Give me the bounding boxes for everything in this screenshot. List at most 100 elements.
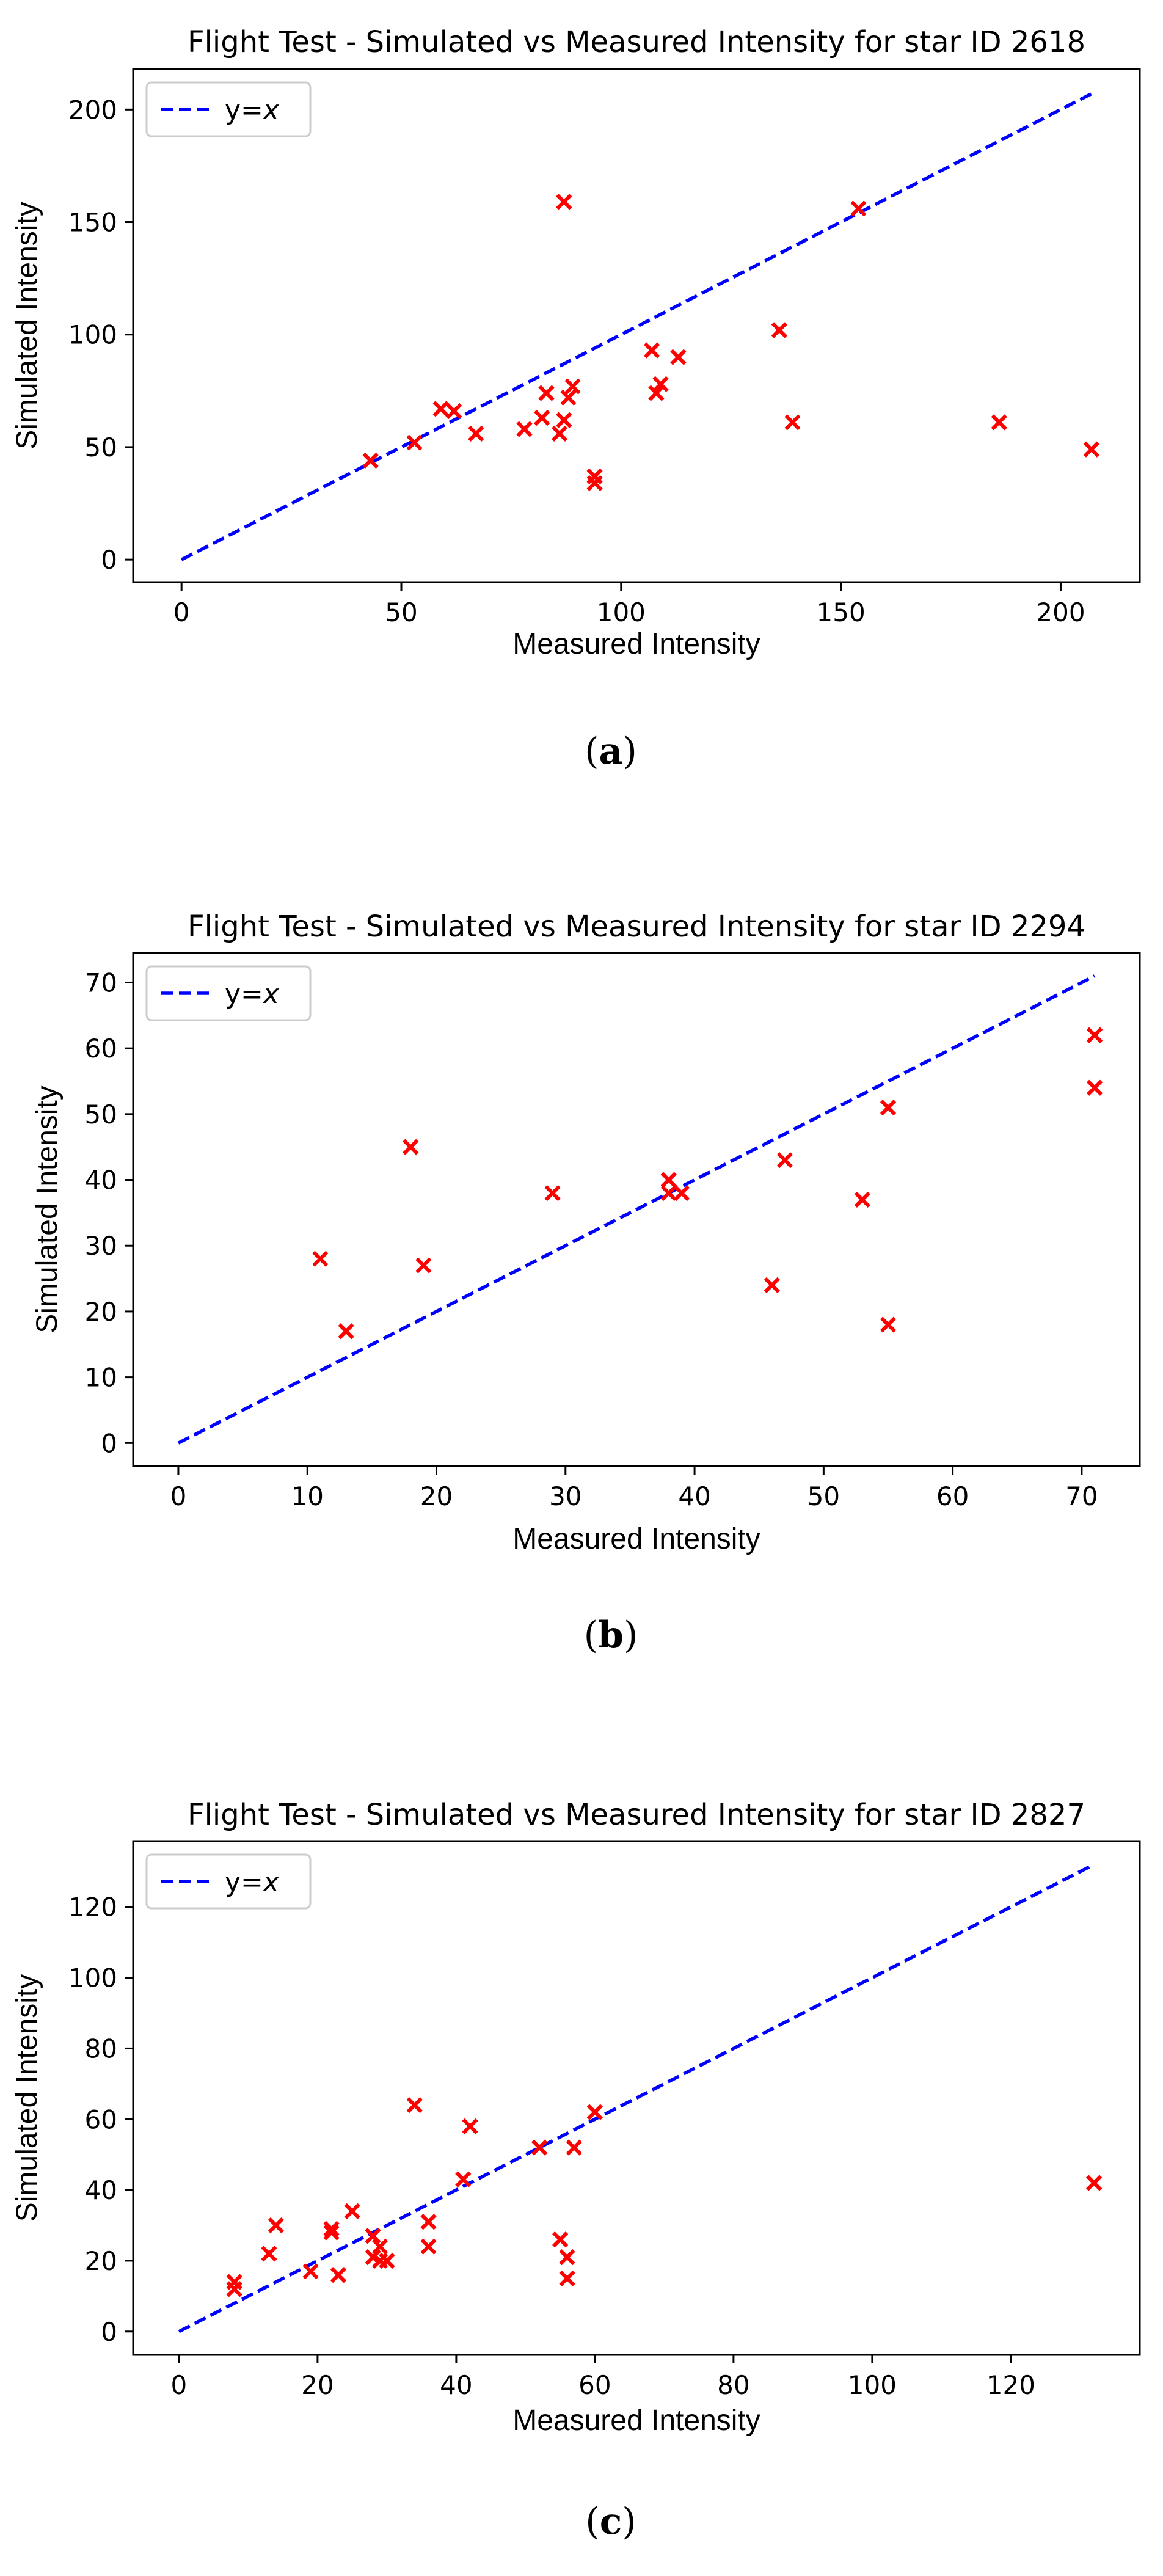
data-point [552, 2231, 569, 2248]
data-point [226, 2281, 242, 2297]
x-tick-label: 0 [170, 1481, 187, 1511]
y-tick-label: 150 [68, 208, 117, 238]
x-tick-label: 60 [936, 1481, 969, 1511]
legend-box [145, 1853, 312, 1910]
legend-label-prefix: y= [225, 1867, 263, 1898]
y-axis-label: Simulated Intensity [31, 1085, 64, 1334]
data-point [586, 2104, 603, 2120]
reference-line [177, 974, 1096, 1445]
data-point [586, 475, 603, 492]
legend: y=x [145, 81, 312, 137]
y-axis-label: Simulated Intensity [11, 202, 43, 450]
marker-stroke [406, 434, 423, 451]
marker-stroke [551, 425, 568, 442]
data-point [531, 2139, 548, 2156]
y-tick-label: 0 [101, 1428, 117, 1458]
marker-stroke [323, 2224, 340, 2241]
marker-stroke [648, 385, 665, 401]
data-point [344, 2203, 360, 2219]
marker-stroke [362, 452, 379, 469]
y-tick-label: 30 [85, 1231, 117, 1261]
x-tick-label: 40 [440, 2370, 472, 2400]
x-axis-label: Measured Intensity [512, 1523, 760, 1555]
legend-box [145, 965, 312, 1021]
y-tick-label: 0 [101, 2317, 117, 2347]
figure-caption: (a) [585, 730, 637, 773]
data-point [660, 1172, 677, 1188]
data-point [468, 425, 484, 442]
data-point [559, 2270, 575, 2287]
chart-title: Flight Test - Simulated vs Measured Inte… [188, 25, 1085, 59]
y-tick-label: 40 [85, 1166, 117, 1195]
data-point [764, 1277, 780, 1293]
marker-stroke [365, 2249, 381, 2266]
caption-close: ) [622, 730, 636, 773]
data-point [556, 194, 572, 210]
x-tick-label: 20 [420, 1481, 453, 1511]
x-tick-label: 50 [385, 597, 417, 627]
caption-close: ) [624, 1614, 638, 1657]
y-tick-label: 20 [85, 1297, 117, 1327]
x-tick-label: 60 [578, 2370, 611, 2400]
chart-title: Flight Test - Simulated vs Measured Inte… [188, 1798, 1085, 1832]
marker-stroke [552, 2231, 569, 2248]
data-point [544, 1184, 561, 1202]
legend-label-prefix: y= [225, 95, 263, 126]
marker-stroke [312, 1250, 329, 1267]
data-point [854, 1191, 870, 1208]
marker-stroke [556, 194, 572, 210]
marker-stroke [784, 414, 801, 431]
reference-line [180, 92, 1093, 561]
chart-title: Flight Test - Simulated vs Measured Inte… [188, 910, 1085, 944]
data-point [365, 2228, 381, 2244]
marker-stroke [644, 342, 660, 359]
data-point [302, 2263, 319, 2280]
data-point [312, 1250, 329, 1267]
chart-a: Flight Test - Simulated vs Measured Inte… [11, 25, 1141, 773]
data-point [534, 409, 550, 426]
y-tick-label: 120 [68, 1892, 117, 1922]
data-point [406, 434, 423, 451]
y-axis-label: Simulated Intensity [11, 1974, 43, 2222]
figure-caption: (b) [584, 1614, 638, 1657]
marker-stroke [415, 1257, 432, 1274]
data-point [784, 414, 801, 431]
data-point [670, 349, 687, 365]
marker-stroke [323, 2220, 340, 2237]
y-tick-label: 70 [85, 968, 117, 998]
y-tick-label: 200 [68, 95, 117, 125]
marker-stroke [534, 409, 550, 426]
caption-open: ( [585, 2500, 599, 2543]
figure-caption: (c) [585, 2500, 636, 2543]
reference-line [178, 1863, 1095, 2333]
legend-label: y=x [225, 1867, 280, 1898]
x-tick-label: 50 [808, 1481, 840, 1511]
marker-stroke [538, 385, 555, 401]
marker-stroke [420, 2214, 437, 2230]
data-point [261, 2246, 277, 2262]
data-point [648, 385, 665, 401]
legend-label: y=x [225, 979, 280, 1010]
marker-stroke [406, 2096, 423, 2114]
data-point [880, 1316, 897, 1333]
chart-c: Flight Test - Simulated vs Measured Inte… [11, 1798, 1141, 2543]
marker-stroke [564, 378, 581, 395]
marker-stroke [379, 2252, 395, 2269]
x-tick-label: 200 [1036, 597, 1085, 627]
marker-stroke [771, 322, 788, 338]
marker-stroke [652, 376, 669, 392]
data-point [564, 378, 581, 395]
x-tick-label: 0 [173, 597, 190, 627]
marker-stroke [660, 1184, 677, 1202]
x-tick-label: 120 [986, 2370, 1035, 2400]
data-point [880, 1099, 897, 1116]
data-point [1086, 1079, 1103, 1096]
marker-stroke [854, 1191, 870, 1208]
marker-stroke [420, 2238, 437, 2255]
data-point [566, 2139, 582, 2156]
marker-stroke [1085, 2175, 1103, 2191]
caption-letter: b [598, 1614, 624, 1657]
data-point [559, 2249, 575, 2266]
x-tick-label: 70 [1065, 1481, 1098, 1511]
plot-frame [132, 68, 1141, 583]
